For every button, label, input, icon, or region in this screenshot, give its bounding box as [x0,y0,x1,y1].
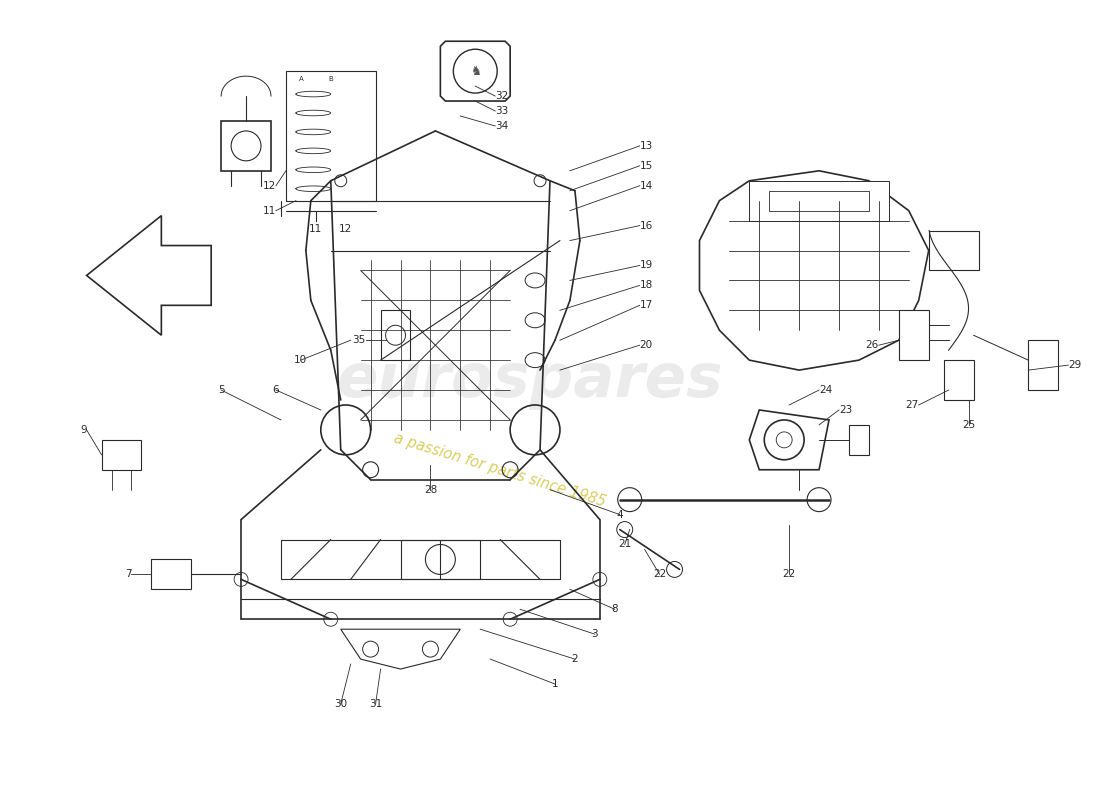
Polygon shape [101,440,142,470]
Polygon shape [152,559,191,590]
Ellipse shape [525,313,544,328]
Text: 4: 4 [616,510,623,520]
Text: 15: 15 [640,161,653,171]
Text: 33: 33 [495,106,508,116]
Text: 18: 18 [640,280,653,290]
Polygon shape [221,121,271,170]
Text: 29: 29 [1068,360,1081,370]
Text: 23: 23 [839,405,853,415]
Text: 16: 16 [640,221,653,230]
Text: 14: 14 [640,181,653,190]
Polygon shape [286,71,375,201]
Text: 24: 24 [820,385,833,395]
Text: 31: 31 [368,699,382,709]
Bar [944,360,974,400]
Text: 6: 6 [273,385,279,395]
Text: 32: 32 [495,91,508,101]
Text: 25: 25 [961,420,976,430]
Text: 17: 17 [640,300,653,310]
Text: 22: 22 [653,570,667,579]
Text: 30: 30 [334,699,348,709]
Bar [1028,340,1058,390]
Text: 20: 20 [640,340,652,350]
Text: 10: 10 [295,355,307,365]
Bar [899,310,928,360]
Text: A: A [298,76,304,82]
Text: ♞: ♞ [470,65,481,78]
Polygon shape [400,539,481,579]
Ellipse shape [525,353,544,368]
Text: 34: 34 [495,121,508,131]
Polygon shape [440,42,510,101]
Text: 8: 8 [612,604,618,614]
Polygon shape [749,410,829,470]
Polygon shape [341,630,460,669]
Text: a passion for parts since 1985: a passion for parts since 1985 [393,430,608,509]
Text: 19: 19 [640,261,653,270]
Bar [749,181,889,221]
Ellipse shape [525,273,544,288]
Text: 12: 12 [263,181,276,190]
Text: 1: 1 [552,679,559,689]
Text: 3: 3 [592,629,598,639]
Text: 2: 2 [572,654,579,664]
Bar [928,230,979,270]
Text: 11: 11 [263,206,276,216]
Text: 27: 27 [905,400,918,410]
Text: 9: 9 [80,425,87,435]
Polygon shape [700,170,928,370]
Text: 5: 5 [218,385,224,395]
Text: 13: 13 [640,141,653,151]
Text: 7: 7 [124,570,132,579]
Text: 35: 35 [352,335,365,346]
Bar [769,190,869,210]
Text: 11: 11 [309,223,322,234]
Text: 12: 12 [339,223,352,234]
Text: 26: 26 [866,340,879,350]
Text: 28: 28 [424,485,437,494]
Text: B: B [329,76,333,82]
Polygon shape [87,216,211,335]
Bar [849,425,869,455]
Polygon shape [381,310,410,360]
Text: eurospares: eurospares [337,350,724,410]
Text: 22: 22 [782,570,795,579]
Text: 21: 21 [618,539,631,550]
